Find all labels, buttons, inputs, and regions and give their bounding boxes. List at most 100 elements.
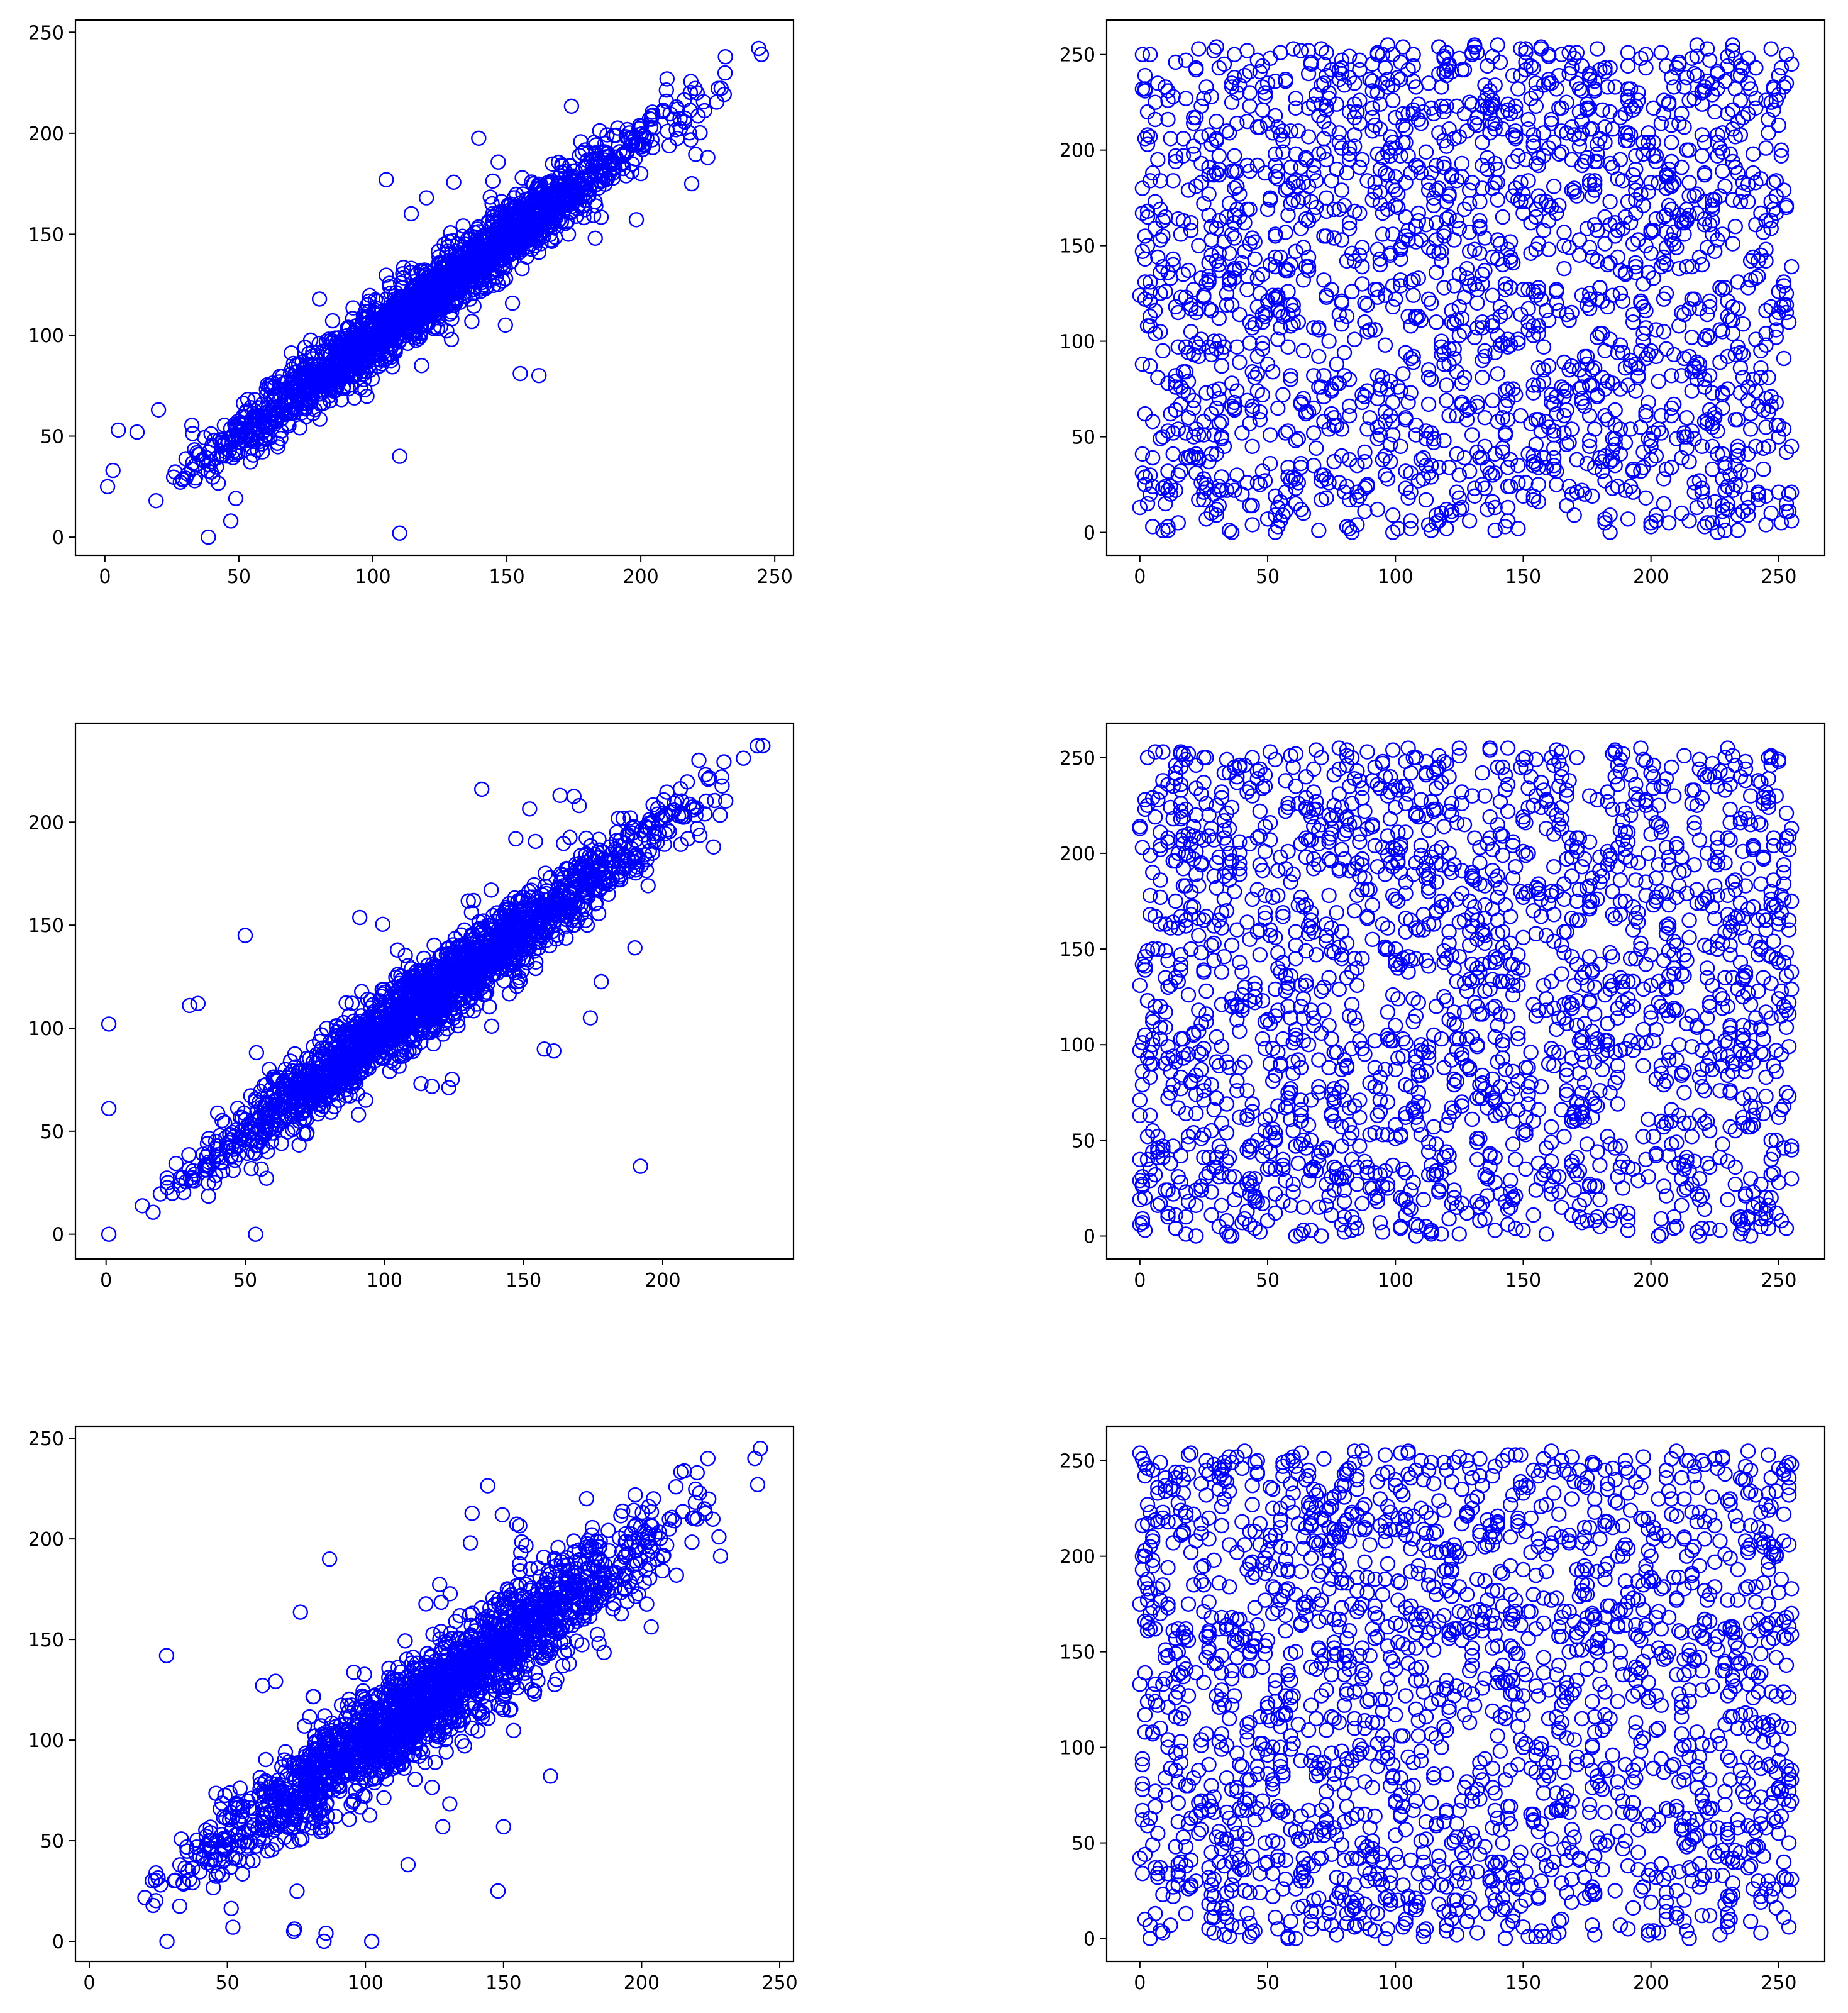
- data-point: [1341, 221, 1358, 236]
- data-point: [628, 212, 645, 228]
- data-point: [666, 111, 682, 127]
- data-point: [1316, 75, 1332, 91]
- data-point: [1267, 146, 1283, 162]
- data-point: [1316, 389, 1332, 404]
- data-point: [1300, 262, 1317, 279]
- data-point: [1720, 48, 1735, 64]
- data-point: [1252, 119, 1268, 135]
- data-point: [1444, 503, 1459, 519]
- data-point: [1740, 194, 1756, 209]
- data-point: [1403, 318, 1419, 334]
- data-point: [1497, 276, 1513, 292]
- data-point: [1497, 304, 1513, 321]
- data-point: [1727, 347, 1744, 363]
- data-point: [1538, 460, 1554, 475]
- data-point: [1480, 58, 1495, 74]
- data-point: [1288, 433, 1303, 448]
- data-point: [1339, 253, 1355, 269]
- data-point: [1410, 308, 1427, 324]
- data-point: [443, 331, 460, 347]
- data-point: [658, 82, 675, 98]
- data-point: [1372, 96, 1388, 112]
- data-point: [1715, 400, 1730, 416]
- data-point: [431, 270, 447, 286]
- data-point: [1434, 98, 1449, 114]
- data-point: [1214, 358, 1230, 374]
- data-point: [1464, 427, 1480, 443]
- data-point: [1641, 125, 1656, 141]
- data-point: [196, 453, 211, 469]
- data-point: [382, 1063, 397, 1079]
- data-point: [1748, 100, 1764, 116]
- data-point: [1763, 213, 1779, 229]
- data-point: [1523, 416, 1539, 431]
- data-point: [1592, 280, 1608, 296]
- data-point: [1147, 94, 1163, 110]
- data-point: [367, 292, 384, 308]
- data-point: [1525, 377, 1541, 393]
- data-point: [1615, 293, 1631, 309]
- data-point: [1436, 48, 1452, 64]
- data-point: [1783, 484, 1800, 500]
- data-point: [1405, 47, 1421, 62]
- data-point: [1643, 452, 1659, 468]
- data-point: [1546, 450, 1562, 466]
- data-point: [1720, 348, 1735, 365]
- data-point: [1305, 458, 1322, 474]
- data-point: [1259, 511, 1276, 527]
- data-point: [1535, 77, 1552, 93]
- data-point: [1579, 96, 1595, 112]
- data-point: [1732, 67, 1749, 84]
- data-point: [357, 382, 373, 398]
- data-point: [1229, 85, 1245, 101]
- data-point: [1359, 173, 1375, 189]
- data-point: [1262, 455, 1278, 472]
- data-point: [1249, 270, 1266, 286]
- data-point: [262, 378, 277, 394]
- data-point: [1581, 301, 1598, 317]
- data-point: [1482, 100, 1498, 116]
- data-point: [1625, 463, 1641, 479]
- data-point: [1170, 467, 1187, 483]
- data-point: [1459, 260, 1475, 277]
- data-point: [1137, 274, 1153, 290]
- data-point: [1160, 111, 1176, 128]
- data-point: [1612, 337, 1629, 353]
- data-point: [1209, 253, 1225, 269]
- data-point: [1663, 400, 1679, 416]
- data-point: [1341, 152, 1358, 168]
- data-point: [1334, 295, 1350, 311]
- data-point: [555, 182, 570, 197]
- data-point: [1689, 372, 1705, 387]
- data-point: [392, 525, 407, 541]
- data-point: [1710, 232, 1725, 248]
- data-point: [1595, 102, 1610, 118]
- data-point: [1367, 175, 1383, 191]
- data-point: [1369, 241, 1386, 257]
- data-point: [1597, 135, 1613, 150]
- data-point: [1420, 75, 1437, 91]
- data-point: [1663, 368, 1679, 384]
- data-point: [197, 430, 213, 446]
- data-point: [1720, 479, 1735, 494]
- data-point: [645, 104, 660, 120]
- data-point: [1170, 421, 1187, 437]
- data-point: [1561, 479, 1577, 494]
- data-point: [1252, 412, 1268, 428]
- data-point: [1641, 184, 1656, 200]
- data-point: [1500, 499, 1516, 516]
- data-point: [1185, 138, 1202, 154]
- data-point: [287, 405, 302, 421]
- data-point: [1725, 102, 1740, 118]
- data-point: [1663, 232, 1679, 248]
- data-point: [1602, 255, 1618, 271]
- data-point: [1615, 345, 1631, 360]
- data-point: [1576, 153, 1593, 170]
- data-point: [1211, 167, 1227, 183]
- y-tick-label: 100: [1060, 331, 1095, 353]
- data-point: [1334, 140, 1350, 156]
- data-point: [1405, 287, 1421, 303]
- data-point: [1768, 394, 1784, 411]
- data-point: [1400, 394, 1416, 411]
- data-point: [1740, 280, 1756, 296]
